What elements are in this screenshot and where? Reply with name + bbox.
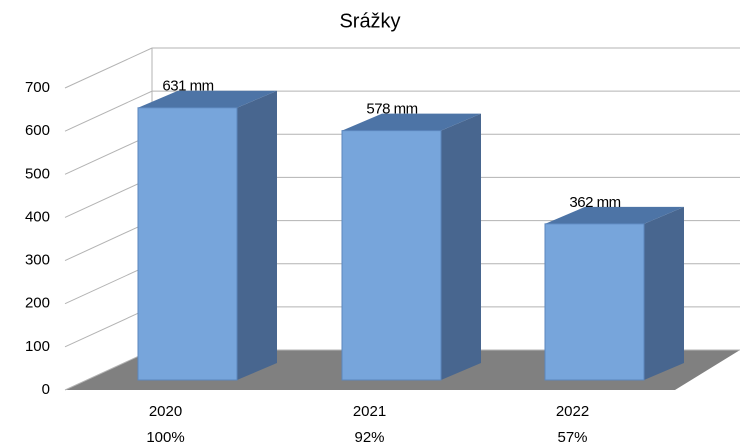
bar-side bbox=[644, 206, 684, 380]
value-label: 578 mm bbox=[366, 101, 417, 118]
y-tick-label: 600 bbox=[25, 122, 50, 139]
chart-title: Srážky bbox=[339, 10, 400, 32]
grid-line bbox=[64, 47, 740, 89]
y-tick-label: 400 bbox=[25, 208, 50, 225]
y-tick-label: 100 bbox=[25, 338, 50, 355]
value-label: 362 mm bbox=[569, 194, 620, 211]
x-tick-label: 2021 bbox=[353, 403, 386, 420]
x-sublabel: 92% bbox=[354, 429, 384, 446]
x-tick-label: 2020 bbox=[149, 403, 182, 420]
y-tick-label: 700 bbox=[25, 79, 50, 96]
bar-top bbox=[138, 90, 277, 108]
bar-top bbox=[342, 113, 481, 131]
bar bbox=[341, 130, 442, 381]
bar-side bbox=[237, 90, 277, 381]
x-tick-label: 2022 bbox=[556, 403, 589, 420]
bar bbox=[137, 107, 238, 381]
y-tick-label: 0 bbox=[42, 381, 50, 398]
y-tick-label: 200 bbox=[25, 295, 50, 312]
y-tick-label: 500 bbox=[25, 165, 50, 182]
x-sublabel: 57% bbox=[557, 429, 587, 446]
grid-line bbox=[64, 90, 740, 132]
bar-top bbox=[545, 206, 684, 224]
bar-side bbox=[441, 113, 481, 381]
x-sublabel: 100% bbox=[146, 429, 184, 446]
y-tick-label: 300 bbox=[25, 252, 50, 269]
bar bbox=[544, 223, 645, 381]
value-label: 631 mm bbox=[162, 78, 213, 95]
